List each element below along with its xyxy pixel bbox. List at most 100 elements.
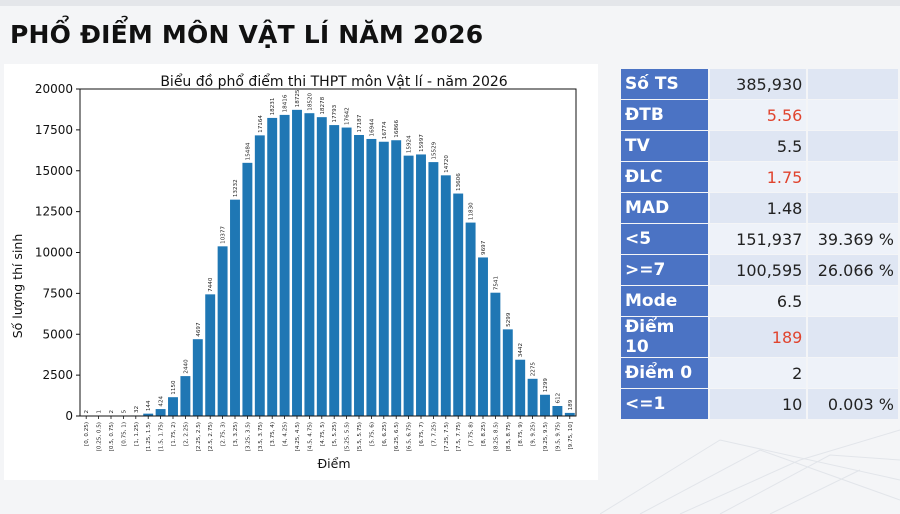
x-tick-label: [0, 0.25) bbox=[84, 422, 90, 446]
bar bbox=[279, 114, 290, 416]
y-tick-label: 20000 bbox=[35, 82, 73, 96]
stats-percent bbox=[808, 358, 898, 388]
bar-value-label: 18725 bbox=[295, 89, 301, 107]
y-tick-label: 7500 bbox=[42, 286, 73, 300]
x-tick-label: [7.75, 8) bbox=[469, 422, 475, 446]
stats-value: 10 bbox=[709, 389, 807, 419]
x-tick-label: [2, 2.25) bbox=[183, 422, 189, 446]
x-tick-label: [1, 1.25) bbox=[134, 422, 140, 446]
bar-value-label: 17642 bbox=[345, 107, 351, 125]
background-decoration bbox=[600, 429, 900, 514]
bar-value-label: 16944 bbox=[369, 118, 375, 136]
x-tick-label: [7.25, 7.5) bbox=[444, 422, 450, 451]
bar bbox=[180, 376, 191, 416]
bar bbox=[552, 405, 563, 416]
bar bbox=[515, 359, 526, 416]
page-title: PHỔ ĐIỂM MÔN VẬT LÍ NĂM 2026 bbox=[10, 20, 484, 49]
plot-frame bbox=[79, 88, 577, 417]
x-tick-label: [4.75, 5) bbox=[320, 422, 326, 446]
x-tick-label: [5.25, 5.5) bbox=[345, 422, 351, 451]
bar bbox=[230, 199, 240, 416]
x-tick-label: [8, 8.25) bbox=[481, 422, 487, 446]
stats-value: 5.5 bbox=[709, 131, 807, 161]
bar bbox=[453, 193, 464, 416]
bar-value-label: 5 bbox=[121, 409, 127, 413]
y-tick-label: 0 bbox=[65, 409, 73, 423]
stats-row: Số TS 385,930 bbox=[621, 69, 898, 99]
stats-percent bbox=[808, 193, 898, 223]
bar bbox=[192, 339, 203, 416]
x-tick-label: [9.25, 9.5) bbox=[543, 422, 549, 451]
bar-value-label: 424 bbox=[159, 395, 165, 406]
stats-label: TV bbox=[621, 131, 708, 161]
bar bbox=[478, 257, 488, 416]
stats-value: 189 bbox=[709, 317, 807, 357]
bar bbox=[403, 155, 414, 416]
y-axis-label: Số lượng thí sinh bbox=[10, 234, 25, 339]
stats-row: >=7 100,595 26.066 % bbox=[621, 255, 898, 285]
bar-value-label: 9697 bbox=[481, 240, 487, 255]
x-tick-label: [4, 4.25) bbox=[283, 422, 289, 446]
bar-value-label: 13606 bbox=[456, 173, 462, 191]
statistics-table: Số TS 385,930 ĐTB 5.56 TV 5.5 ĐLC 1.75 MAD 1.48 <5… bbox=[619, 68, 900, 420]
stats-value: 100,595 bbox=[709, 255, 807, 285]
stats-label: Điểm 0 bbox=[621, 358, 708, 388]
x-tick-label: [0.25, 0.5) bbox=[97, 422, 103, 451]
x-tick-label: [7.5, 7.75) bbox=[456, 422, 462, 451]
bar-value-label: 2440 bbox=[183, 359, 189, 374]
bar-value-label: 2 bbox=[84, 410, 90, 414]
stats-row: Điểm 10 189 bbox=[621, 317, 898, 357]
stats-label: Mode bbox=[621, 286, 708, 316]
bar bbox=[316, 117, 327, 417]
stats-label: <=1 bbox=[621, 389, 708, 419]
x-tick-label: [8.25, 8.5) bbox=[493, 422, 499, 451]
x-tick-label: [6.5, 6.75) bbox=[407, 422, 413, 451]
x-tick-label: [3.5, 3.75) bbox=[258, 422, 264, 451]
bar-value-label: 1 bbox=[97, 409, 103, 413]
bar bbox=[292, 109, 302, 416]
x-tick-label: [2.75, 3) bbox=[221, 422, 227, 446]
x-tick-label: [1.5, 1.75) bbox=[159, 422, 165, 451]
stats-label: ĐTB bbox=[621, 100, 708, 130]
x-tick-label: [9, 9.25) bbox=[531, 422, 537, 446]
bar-value-label: 144 bbox=[146, 400, 152, 411]
bar bbox=[155, 409, 166, 416]
bar-value-label: 15484 bbox=[245, 142, 251, 160]
bar-value-label: 17187 bbox=[357, 114, 363, 132]
x-tick-label: [6.25, 6.5) bbox=[394, 422, 400, 451]
stats-percent: 26.066 % bbox=[808, 255, 898, 285]
bar bbox=[502, 329, 513, 416]
chart-title: Biểu đồ phổ điểm thi THPT môn Vật lí - n… bbox=[160, 73, 507, 90]
score-distribution-chart: Biểu đồ phổ điểm thi THPT môn Vật lí - n… bbox=[10, 73, 577, 471]
stats-percent bbox=[808, 317, 898, 357]
stats-percent: 0.003 % bbox=[808, 389, 898, 419]
bar bbox=[564, 412, 575, 416]
bar bbox=[242, 162, 253, 416]
x-tick-label: [4.5, 4.75) bbox=[307, 422, 313, 451]
bar-value-label: 10377 bbox=[221, 226, 227, 244]
bar-value-label: 32 bbox=[134, 406, 140, 413]
bar-value-label: 189 bbox=[568, 399, 574, 410]
x-tick-label: [3.75, 4) bbox=[270, 422, 276, 446]
bar-value-label: 11830 bbox=[469, 202, 475, 220]
stats-label: Điểm 10 bbox=[621, 317, 708, 357]
x-tick-label: [3, 3.25) bbox=[233, 422, 239, 446]
bar-value-label: 16774 bbox=[382, 121, 388, 139]
bar bbox=[527, 378, 538, 416]
bar-value-label: 13232 bbox=[233, 179, 239, 197]
x-tick-label: [5.5, 5.75) bbox=[357, 422, 363, 451]
x-tick-label: [7, 7.25) bbox=[431, 422, 437, 446]
bar-value-label: 16866 bbox=[394, 120, 400, 138]
bar-value-label: 7541 bbox=[493, 276, 499, 291]
bar bbox=[465, 222, 476, 416]
bar bbox=[205, 294, 216, 416]
bar bbox=[428, 162, 439, 416]
top-bar bbox=[0, 0, 900, 6]
stats-label: >=7 bbox=[621, 255, 708, 285]
stats-value: 1.75 bbox=[709, 162, 807, 192]
bar-value-label: 4697 bbox=[196, 322, 202, 337]
x-tick-label: [2.5, 2.75) bbox=[208, 422, 214, 451]
x-tick-label: [2.25, 2.5) bbox=[196, 422, 202, 451]
x-tick-label: [6.75, 7) bbox=[419, 422, 425, 446]
bar-value-label: 2 bbox=[109, 410, 115, 414]
